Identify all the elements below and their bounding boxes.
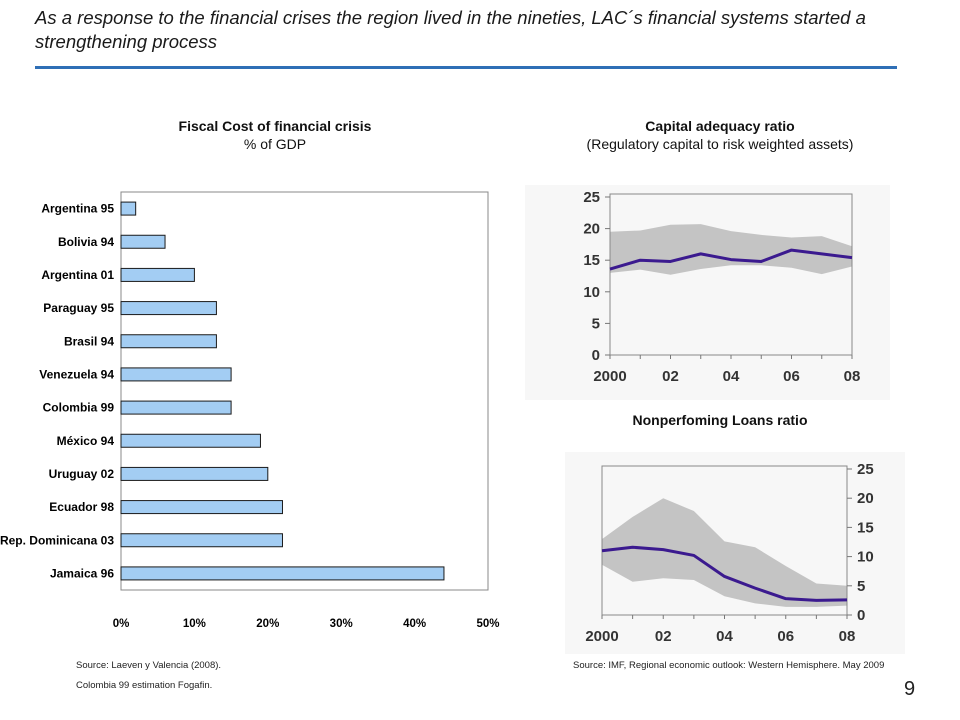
category-label: Argentina 01 — [41, 268, 114, 282]
nonperforming-loans-chart: 0 5 10 15 20 25 2000 02 04 06 08 — [565, 452, 905, 654]
y-tick-label: 25 — [583, 189, 600, 206]
car-heading: Capital adequacy ratio (Regulatory capit… — [520, 117, 920, 153]
fiscal-cost-source: Source: Laeven y Valencia (2008). — [76, 660, 222, 671]
y-tick-label: 20 — [857, 490, 874, 507]
bar — [120, 400, 232, 415]
bar — [120, 201, 137, 216]
bar — [120, 301, 217, 316]
y-tick-label: 5 — [592, 315, 600, 332]
bar — [120, 500, 283, 515]
y-tick-label: 20 — [583, 221, 600, 238]
ratio-line — [609, 248, 853, 271]
plot-frame — [120, 191, 489, 591]
fiscal-cost-subtitle: % of GDP — [243, 136, 307, 152]
x-tick-label: 04 — [723, 368, 740, 385]
category-label: Bolivia 94 — [58, 235, 114, 249]
y-tick-label: 0 — [857, 607, 865, 624]
x-tick-label: 02 — [662, 368, 679, 385]
category-label: Brasil 94 — [64, 334, 114, 348]
x-tick-label: 30% — [330, 618, 353, 630]
car-title: Capital adequacy ratio — [645, 118, 795, 134]
bar — [120, 566, 445, 581]
car-subtitle: (Regulatory capital to risk weighted ass… — [586, 136, 854, 152]
range-band — [602, 498, 847, 607]
bar — [120, 234, 166, 249]
x-tick-label: 06 — [777, 628, 794, 645]
category-label: Colombia 99 — [43, 401, 115, 415]
slide-title: As a response to the financial crises th… — [35, 7, 866, 52]
category-label: Venezuela 94 — [39, 367, 114, 381]
y-tick-label: 5 — [857, 578, 865, 595]
category-label: Uruguay 02 — [49, 467, 115, 481]
x-tick-label: 20% — [256, 618, 279, 630]
fiscal-cost-heading: Fiscal Cost of financial crisis % of GDP — [120, 117, 430, 153]
category-label: Paraguay 95 — [43, 301, 114, 315]
fiscal-cost-title: Fiscal Cost of financial crisis — [178, 118, 372, 134]
capital-adequacy-chart: 0 5 10 15 20 25 2000 02 04 06 08 — [525, 185, 890, 400]
category-label: Rep. Dominicana 03 — [0, 533, 114, 547]
y-tick-label: 15 — [857, 519, 874, 536]
chart-background — [525, 185, 890, 400]
x-tick-label: 2000 — [593, 368, 626, 385]
page-number: 9 — [904, 678, 916, 700]
fiscal-cost-bar-chart: Argentina 95 Bolivia 94 Argentina 01 Paragu… — [0, 191, 500, 630]
npl-title: Nonperfoming Loans ratio — [632, 412, 808, 428]
bar — [120, 433, 261, 448]
y-tick-label: 15 — [583, 252, 600, 269]
category-label: Argentina 95 — [41, 202, 114, 216]
npl-heading: Nonperfoming Loans ratio — [520, 411, 920, 429]
y-tick-label: 10 — [857, 549, 874, 566]
x-tick-label: 10% — [183, 618, 206, 630]
bar — [120, 367, 232, 382]
x-tick-label: 50% — [476, 618, 499, 630]
x-tick-label: 08 — [844, 368, 861, 385]
bar — [120, 267, 195, 282]
bar — [120, 466, 269, 481]
x-tick-label: 08 — [839, 628, 856, 645]
imf-source: Source: IMF, Regional economic outlook: … — [573, 660, 885, 671]
title-rule — [35, 66, 897, 69]
y-tick-label: 10 — [583, 284, 600, 301]
bar — [120, 533, 283, 548]
x-tick-label: 2000 — [585, 628, 618, 645]
category-label: México 94 — [57, 434, 115, 448]
x-tick-label: 04 — [716, 628, 733, 645]
category-label: Jamaica 96 — [50, 566, 114, 580]
ratio-line — [601, 545, 848, 602]
fiscal-cost-note: Colombia 99 estimation Fogafin. — [76, 680, 213, 691]
x-tick-label: 40% — [403, 618, 426, 630]
x-tick-label: 06 — [783, 368, 800, 385]
category-label: Ecuador 98 — [49, 500, 114, 514]
x-tick-label: 0% — [113, 618, 130, 630]
x-tick-label: 02 — [655, 628, 672, 645]
y-tick-label: 0 — [592, 347, 600, 364]
y-tick-label: 25 — [857, 461, 874, 478]
bar — [120, 334, 217, 349]
